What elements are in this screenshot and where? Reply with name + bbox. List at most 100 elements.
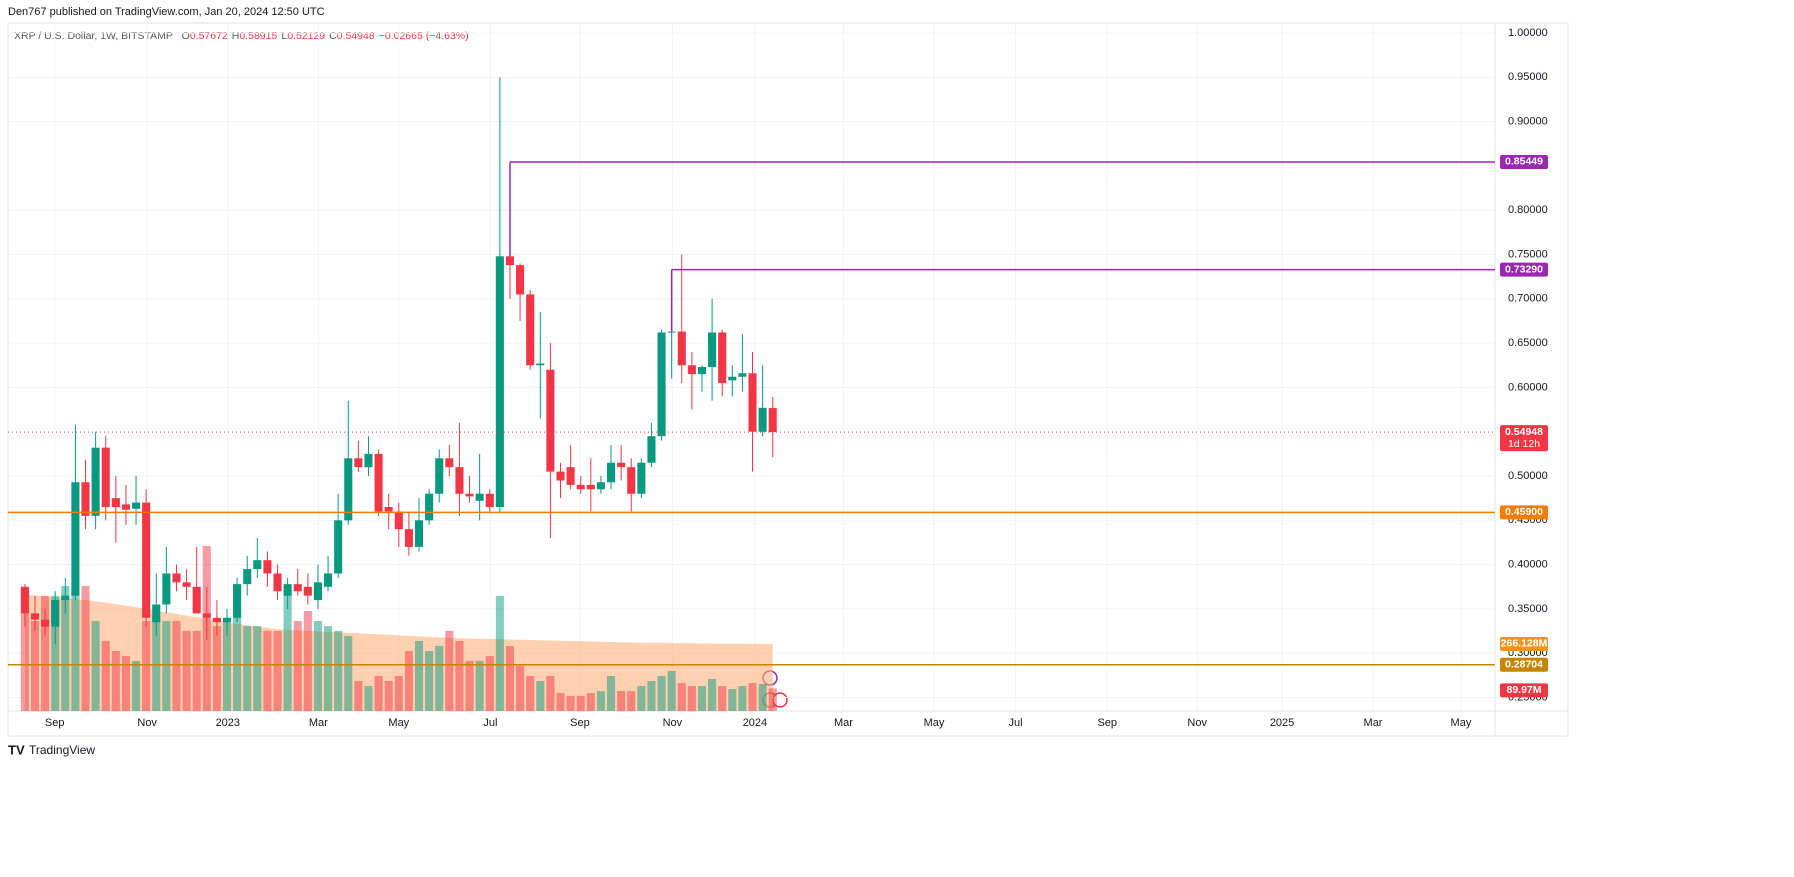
volume-bar <box>111 651 120 711</box>
candle-body <box>768 408 777 433</box>
candle-body <box>718 332 727 383</box>
candle-body <box>475 493 484 501</box>
x-tick-label: Jul <box>1009 717 1023 729</box>
volume-bar <box>374 675 383 711</box>
volume-bar <box>708 679 717 711</box>
candle-body <box>303 586 312 596</box>
candle-body <box>505 256 515 266</box>
volume-bar <box>576 695 585 711</box>
candle-body <box>283 584 292 596</box>
y-tick-label: 0.75000 <box>1508 248 1548 260</box>
grid <box>8 23 1495 711</box>
candle-body <box>414 520 424 547</box>
volume-bar <box>637 686 646 711</box>
candle-body <box>334 520 343 574</box>
x-tick-label: Sep <box>570 717 590 729</box>
countdown: 1d 12h <box>1508 438 1540 450</box>
volume-bar <box>293 621 302 711</box>
candle-body <box>606 462 616 483</box>
volume-bar <box>566 695 575 711</box>
y-tick-label: 1.00000 <box>1508 27 1548 39</box>
candle-body <box>576 484 585 490</box>
chart-frame <box>7 22 1569 737</box>
candle-body <box>61 595 70 601</box>
candle-body <box>344 458 353 521</box>
volume-bar <box>334 630 343 711</box>
ohlc-key: H <box>231 30 240 42</box>
volume-bar <box>516 665 525 711</box>
candle-body <box>374 453 383 512</box>
candle-body <box>81 482 90 516</box>
volume-bar <box>172 621 181 711</box>
candle-body <box>465 493 474 497</box>
candle-body <box>677 331 686 366</box>
volume-label: 89.97M <box>1506 684 1541 696</box>
candle-body <box>485 493 494 508</box>
publisher: Den767 published on TradingView.com, Jan… <box>8 6 325 18</box>
candle-body <box>182 582 191 587</box>
volume-bar <box>162 621 171 711</box>
candle-body <box>30 613 40 620</box>
volume-bar <box>677 683 686 711</box>
candle-body <box>263 560 272 574</box>
volume-bar <box>687 686 696 711</box>
price-line-label: 0.45900 <box>1505 506 1543 518</box>
volume-bar <box>20 591 29 711</box>
last-price-label-bg <box>1500 425 1548 452</box>
candle-body <box>71 482 80 596</box>
candle-body <box>586 484 595 490</box>
x-tick-label: 2024 <box>743 717 767 729</box>
x-tick-label: 2025 <box>1270 717 1294 729</box>
price-line-label-bg <box>1500 505 1548 520</box>
volume-bar <box>233 616 242 711</box>
volume-bar <box>425 651 434 711</box>
candle-body <box>748 373 757 432</box>
candle-body <box>152 604 161 623</box>
last-price-label: 0.54948 <box>1505 426 1543 438</box>
volume-bar <box>748 683 757 711</box>
volume-ma-label-bg <box>1500 636 1548 651</box>
candle-body <box>51 600 60 627</box>
volume-bar <box>536 681 545 711</box>
candle-body <box>101 447 110 508</box>
candle-body <box>425 493 434 521</box>
volume-bar <box>71 591 80 711</box>
volume-bar <box>182 630 191 711</box>
volume-bar <box>81 586 90 711</box>
x-tick-label: Nov <box>1187 717 1207 729</box>
candle-body <box>738 373 747 377</box>
y-tick-label: 0.40000 <box>1508 559 1548 571</box>
candle-body <box>404 529 413 547</box>
candle-body <box>445 458 454 468</box>
volume-bar <box>738 686 747 711</box>
candle-body <box>435 458 444 494</box>
candle-body <box>495 256 504 508</box>
volume-bar <box>758 684 767 711</box>
ohlc-key: C <box>329 30 337 42</box>
candle-body <box>111 498 120 508</box>
candle-body <box>566 467 575 485</box>
volume-bar <box>445 630 454 711</box>
volume-bar <box>718 686 727 711</box>
volume-bar <box>495 595 504 711</box>
candle-body <box>142 502 151 618</box>
x-tick-label: Jul <box>483 717 497 729</box>
y-tick-label: 0.80000 <box>1508 204 1548 216</box>
candle-body <box>546 369 555 472</box>
candle-body <box>41 619 50 627</box>
volume-bar <box>465 660 474 711</box>
volume-bar <box>354 681 363 711</box>
volume-bar <box>121 656 130 711</box>
candle-body <box>91 447 100 516</box>
candle-body <box>162 573 171 605</box>
volume-bar <box>617 691 626 711</box>
volume-bar <box>394 675 403 711</box>
candle-body <box>627 467 636 494</box>
candle-body <box>657 332 666 437</box>
y-tick-label: 0.90000 <box>1508 116 1548 128</box>
x-tick-label: Sep <box>1097 717 1117 729</box>
candle-body <box>697 367 707 375</box>
y-tick-label: 0.65000 <box>1508 337 1548 349</box>
volume-bar <box>606 675 616 711</box>
